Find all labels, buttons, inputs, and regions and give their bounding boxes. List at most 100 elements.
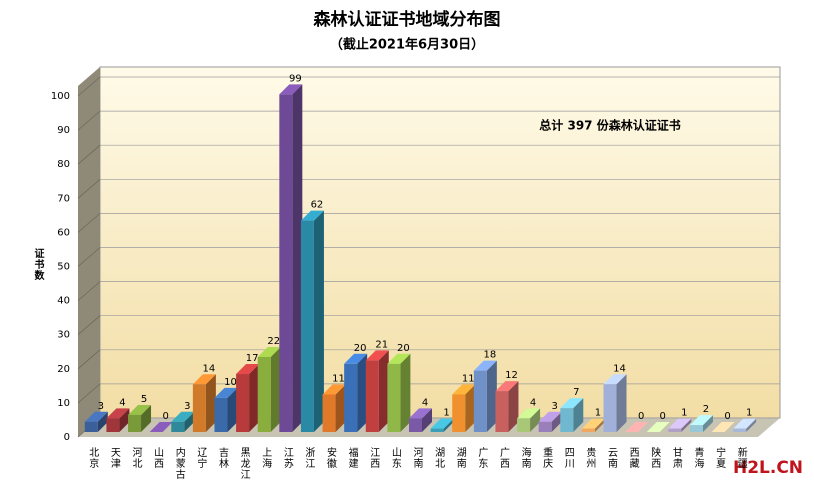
bar-side bbox=[249, 364, 260, 432]
value-label: 4 bbox=[530, 397, 536, 408]
x-tick-label: 云南 bbox=[606, 447, 618, 469]
x-tick-label: 辽宁 bbox=[195, 447, 207, 469]
bar bbox=[171, 421, 185, 432]
bar bbox=[279, 94, 293, 432]
bar-side bbox=[400, 353, 411, 432]
watermark: H2L.CN bbox=[733, 458, 803, 478]
x-tick-label: 陕西 bbox=[649, 446, 661, 469]
bar-top bbox=[128, 404, 152, 415]
value-label: 3 bbox=[551, 401, 557, 412]
y-tick-label: 70 bbox=[57, 193, 70, 204]
bar-top bbox=[149, 422, 173, 432]
x-tick-label: 重庆 bbox=[541, 446, 553, 469]
x-tick-label: 山东 bbox=[389, 447, 401, 469]
x-tick-label: 湖南 bbox=[454, 447, 466, 469]
bar-side bbox=[357, 353, 368, 432]
bar-top bbox=[452, 384, 476, 395]
grid-line-side bbox=[77, 213, 101, 233]
value-label: 4 bbox=[422, 397, 428, 408]
bar-top bbox=[603, 374, 627, 385]
bar-top bbox=[495, 381, 519, 392]
bar-top bbox=[517, 408, 541, 419]
value-label: 1 bbox=[746, 408, 752, 419]
value-label: 5 bbox=[141, 394, 147, 405]
y-tick-label: 100 bbox=[51, 91, 70, 102]
bar-top bbox=[344, 353, 368, 364]
bar bbox=[430, 428, 444, 432]
bar bbox=[344, 363, 358, 432]
bar-top bbox=[625, 422, 649, 432]
bar-side bbox=[97, 411, 108, 432]
y-tick-label: 90 bbox=[57, 125, 70, 136]
bar-side bbox=[119, 408, 130, 432]
bar-side bbox=[378, 350, 389, 432]
y-axis-label: 证书数 bbox=[32, 248, 44, 281]
bar bbox=[452, 394, 466, 432]
annotation: 总计 397 份森林认证证书 bbox=[539, 118, 680, 133]
bar bbox=[84, 421, 98, 432]
bar-top bbox=[192, 374, 216, 385]
bar bbox=[689, 425, 703, 432]
bar bbox=[538, 421, 552, 432]
value-label: 17 bbox=[246, 353, 259, 364]
bar-top bbox=[214, 387, 238, 398]
value-label: 3 bbox=[184, 401, 190, 412]
bar-top bbox=[668, 418, 692, 429]
y-tick-label: 40 bbox=[57, 296, 70, 307]
value-label: 22 bbox=[267, 336, 280, 347]
bar-top bbox=[171, 411, 195, 422]
bar-top bbox=[581, 418, 605, 429]
x-tick-label: 四川 bbox=[562, 447, 574, 469]
bar bbox=[192, 384, 206, 432]
x-tick-label: 新疆 bbox=[735, 446, 747, 469]
bar-side bbox=[702, 415, 713, 432]
value-label: 12 bbox=[505, 370, 518, 381]
x-tick-label: 黑龙江 bbox=[238, 447, 250, 480]
bar bbox=[128, 414, 142, 432]
x-tick-label: 内蒙古 bbox=[173, 446, 185, 480]
bar-side bbox=[486, 360, 497, 432]
x-tick-label: 宁夏 bbox=[714, 446, 726, 469]
grid-line-side bbox=[77, 281, 101, 301]
bar-side bbox=[292, 84, 303, 432]
x-tick-label: 广东 bbox=[476, 447, 488, 469]
bar-top bbox=[409, 408, 432, 419]
y-tick-label: 30 bbox=[57, 330, 70, 341]
value-label: 0 bbox=[660, 411, 666, 422]
bar-top bbox=[646, 422, 670, 432]
x-tick-label: 甘肃 bbox=[670, 446, 682, 469]
bar bbox=[409, 418, 422, 432]
side-wall bbox=[78, 67, 100, 437]
value-label: 11 bbox=[332, 373, 345, 384]
bar-side bbox=[681, 418, 692, 432]
grid-line-side bbox=[77, 144, 101, 165]
bar-top bbox=[236, 364, 260, 375]
grid-line-side bbox=[77, 383, 101, 404]
bar bbox=[257, 356, 271, 432]
grid-line-side bbox=[77, 247, 101, 267]
x-tick-label: 北京 bbox=[87, 447, 99, 469]
value-label: 11 bbox=[462, 373, 475, 384]
bar-side bbox=[551, 411, 562, 432]
bar-top bbox=[711, 422, 735, 432]
bar-top bbox=[300, 210, 324, 221]
bar-side bbox=[422, 408, 432, 432]
value-label: 10 bbox=[224, 377, 237, 388]
bar-top bbox=[106, 408, 130, 419]
value-label: 99 bbox=[289, 73, 302, 84]
value-label: 0 bbox=[162, 411, 168, 422]
x-tick-label: 河南 bbox=[411, 447, 423, 469]
bar-top bbox=[279, 84, 303, 95]
x-tick-label: 贵州 bbox=[584, 446, 596, 469]
bar bbox=[517, 418, 531, 432]
bar bbox=[668, 428, 682, 432]
bar-top bbox=[538, 411, 562, 422]
bar bbox=[733, 428, 747, 432]
bar-top bbox=[430, 418, 454, 429]
value-label: 7 bbox=[573, 387, 579, 398]
bar-side bbox=[508, 381, 519, 432]
bar-top bbox=[689, 415, 713, 426]
bar-top bbox=[733, 418, 757, 429]
grid-line-side bbox=[77, 315, 101, 335]
